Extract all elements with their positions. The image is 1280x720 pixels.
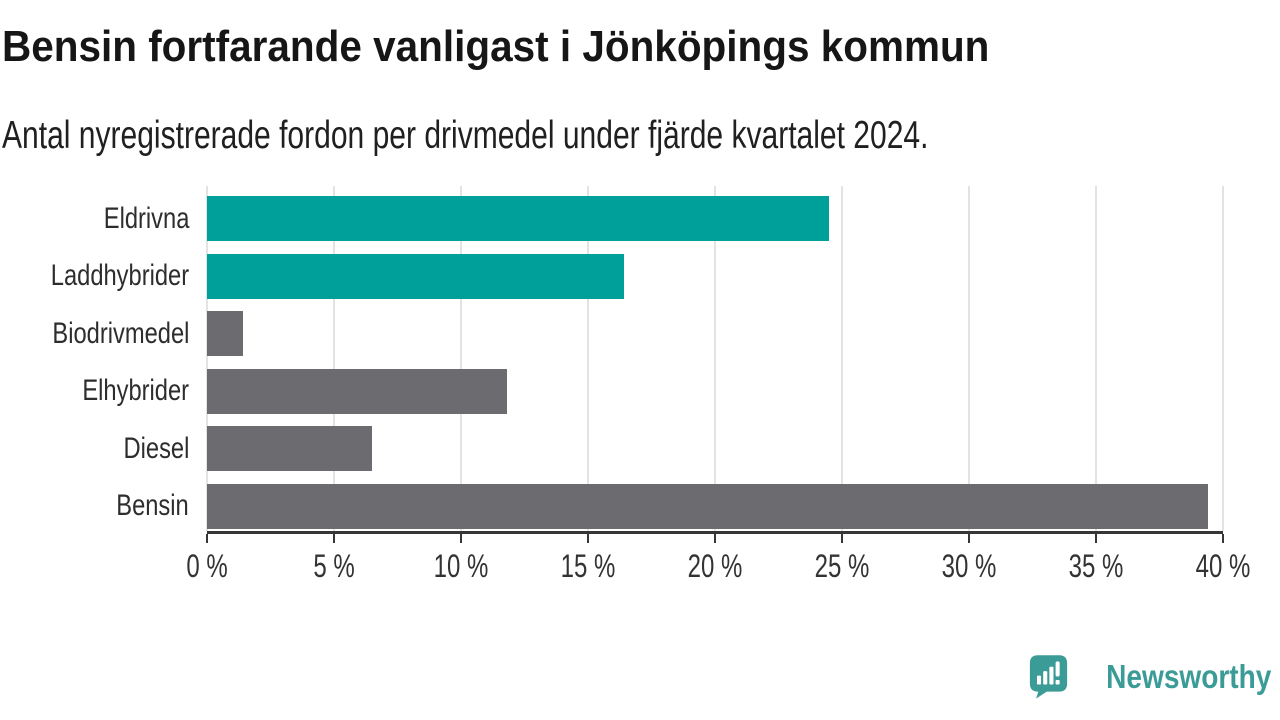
axis-tick-label: 5 % <box>313 548 355 584</box>
axis-tick <box>206 534 208 543</box>
axis-tick <box>587 534 589 543</box>
chart-rows: Eldrivna Laddhybrider Biodrivmedel Elhybrid… <box>51 186 1223 531</box>
axis-tick-label: 30 % <box>941 548 997 584</box>
axis-tick-label: 40 % <box>1195 548 1251 584</box>
axis-tick <box>1095 534 1097 543</box>
category-label: Diesel <box>123 431 189 465</box>
bar-chart: Eldrivna Laddhybrider Biodrivmedel Elhybrid… <box>51 186 1250 582</box>
axis-tick <box>460 534 462 543</box>
gridline <box>587 186 589 531</box>
axis-tick-label: 15 % <box>560 548 616 584</box>
bar-elhybrider <box>207 368 507 414</box>
chart-bar-row: Eldrivna <box>103 196 1223 241</box>
axis-tick-label: 25 % <box>814 548 870 584</box>
category-label: Eldrivna <box>103 201 189 235</box>
bar-laddhybrider <box>207 253 624 299</box>
axis-tick-label: 0 % <box>186 548 228 584</box>
chart-bar-row: Elhybrider <box>82 368 1223 414</box>
gridline <box>1222 186 1224 531</box>
category-label: Elhybrider <box>82 374 189 407</box>
axis-tick <box>1222 534 1224 543</box>
axis-tick-label: 10 % <box>433 548 489 584</box>
chart-bar-row: Bensin <box>117 483 1223 529</box>
axis-tick <box>714 534 716 543</box>
gridline <box>206 186 208 531</box>
gridline <box>714 186 716 531</box>
axis-tick <box>968 534 970 543</box>
axis-tick <box>841 534 843 543</box>
gridline <box>333 186 335 531</box>
bar-diesel <box>207 426 373 471</box>
category-label: Bensin <box>116 489 189 522</box>
chart-bar-row: Biodrivmedel <box>52 311 1223 356</box>
category-label: Biodrivmedel <box>51 316 189 350</box>
chart-bar-row: Diesel <box>123 426 1223 471</box>
x-axis: 0 % 5 % 10 % 15 % 20 % 25 % 30 % 35 % 40 % <box>186 531 1250 594</box>
gridline <box>968 186 970 531</box>
bar-bensin <box>207 483 1208 529</box>
newsworthy-logo-icon <box>1029 655 1067 699</box>
gridlines <box>206 186 1224 531</box>
page-subtitle: Antal nyregistrerade fordon per drivmede… <box>2 114 929 157</box>
axis-tick-label: 20 % <box>687 548 743 584</box>
bar-eldrivna <box>207 196 830 241</box>
gridline <box>841 186 843 531</box>
brand-wordmark: Newsworthy <box>1105 658 1271 695</box>
category-label: Laddhybrider <box>50 259 189 292</box>
axis-tick <box>333 534 335 543</box>
brand-footer: Newsworthy <box>1029 654 1271 699</box>
chart-bar-row: Laddhybrider <box>51 253 1223 299</box>
page-title: Bensin fortfarande vanligast i Jönköping… <box>2 22 990 71</box>
axis-tick-label: 35 % <box>1068 548 1124 584</box>
gridline <box>1095 186 1097 531</box>
bar-biodrivmedel <box>207 311 243 356</box>
gridline <box>460 186 462 531</box>
